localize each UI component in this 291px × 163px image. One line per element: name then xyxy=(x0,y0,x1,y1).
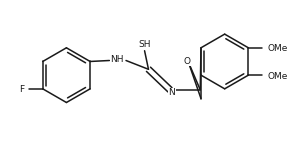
Text: OMe: OMe xyxy=(268,72,288,81)
Text: F: F xyxy=(19,85,24,94)
Text: N: N xyxy=(168,88,175,97)
Text: SH: SH xyxy=(138,40,151,49)
Text: OMe: OMe xyxy=(268,44,288,53)
Text: NH: NH xyxy=(111,55,124,64)
Text: O: O xyxy=(183,57,190,66)
